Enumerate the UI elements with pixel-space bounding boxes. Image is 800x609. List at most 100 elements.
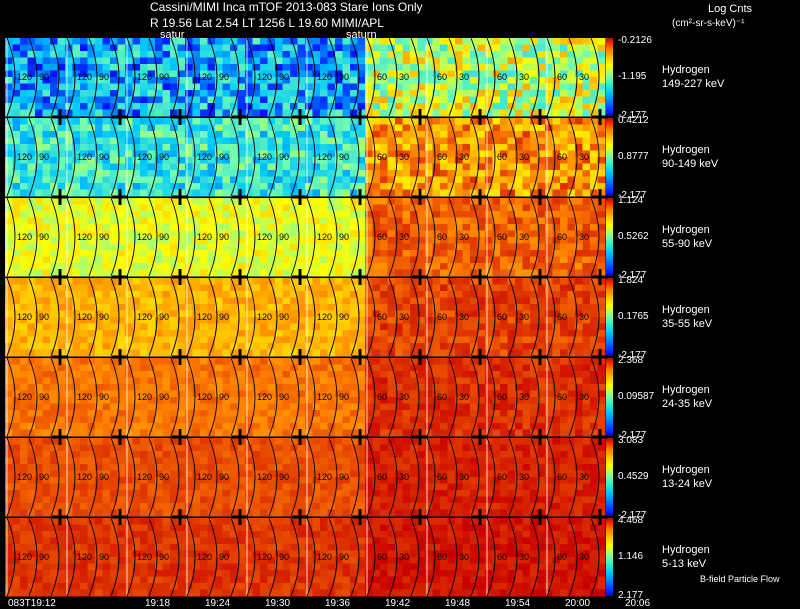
contour-label: 30: [579, 552, 589, 562]
contour-label: 120: [257, 152, 272, 162]
contour-label: 60: [497, 312, 507, 322]
contour-label: 90: [279, 552, 289, 562]
boundary-marker: [472, 349, 488, 365]
spectrogram-panel: 120 90 120 90 120 90 120 90 120 90 120 90 60 30 60 30 60…: [5, 197, 613, 277]
colorbar-mid-label: 0.8777: [618, 151, 649, 162]
contour-label: 120: [197, 472, 212, 482]
colorbar-mid-label: -1.195: [618, 71, 647, 82]
boundary-marker: [52, 109, 68, 125]
contour-label: 90: [99, 472, 109, 482]
contour-label: 90: [99, 392, 109, 402]
contour-label: 60: [377, 392, 387, 402]
contour-label: 60: [497, 392, 507, 402]
contour-label: 90: [39, 152, 49, 162]
boundary-marker: [172, 349, 188, 365]
colorbar: [606, 118, 613, 196]
boundary-marker: [112, 269, 128, 285]
contour-label: 30: [579, 472, 589, 482]
contour-label: 30: [459, 472, 469, 482]
contour-label: 120: [77, 152, 92, 162]
colorbar-min-label: -2.177: [618, 510, 647, 521]
colorbar-mid-label: 0.09587: [618, 391, 655, 402]
contour-label: 30: [399, 72, 409, 82]
contour-label: 90: [279, 472, 289, 482]
boundary-marker: [292, 189, 308, 205]
contour-label: 120: [197, 152, 212, 162]
colorbar-max-label: -0.2126: [618, 35, 652, 46]
contour-label: 90: [159, 552, 169, 562]
contour-label: 120: [17, 472, 32, 482]
contour-label: 60: [377, 312, 387, 322]
contour-label: 90: [219, 72, 229, 82]
boundary-marker: [112, 349, 128, 365]
species-label: Hydrogen: [662, 224, 710, 236]
contour-label: 90: [219, 232, 229, 242]
contour-label: 90: [219, 392, 229, 402]
contour-label: 90: [339, 232, 349, 242]
contour-label: 90: [39, 72, 49, 82]
time-tick-label: 083T19:12: [8, 598, 56, 609]
contour-label: 120: [257, 312, 272, 322]
boundary-marker: [352, 429, 368, 445]
contour-label: 120: [257, 72, 272, 82]
energy-range-label: 24-35 keV: [662, 398, 713, 410]
species-label: Hydrogen: [662, 144, 710, 156]
boundary-marker: [412, 429, 428, 445]
colorbar-max-label: 4.468: [618, 515, 644, 526]
colorbar-max-label: 2.368: [618, 355, 644, 366]
contour-label: 120: [17, 152, 32, 162]
boundary-marker: [112, 509, 128, 525]
contour-label: 90: [159, 392, 169, 402]
species-label: Hydrogen: [662, 304, 710, 316]
contour-label: 60: [497, 72, 507, 82]
contour-label: 120: [317, 472, 332, 482]
contour-label: 60: [437, 152, 447, 162]
contour-label: 120: [257, 472, 272, 482]
contour-label: 60: [377, 72, 387, 82]
contour-label: 60: [437, 72, 447, 82]
contour-label: 30: [519, 552, 529, 562]
boundary-marker: [52, 189, 68, 205]
colorbar-min-label: 2.177: [618, 590, 644, 601]
colorbar-mid-label: 0.5262: [618, 231, 649, 242]
colorbar-mid-label: 0.1765: [618, 311, 649, 322]
spectrogram-panel: 120 90 120 90 120 90 120 90 120 90 120 90 60 30 60 30 60…: [5, 437, 613, 517]
colorbar: [606, 198, 613, 276]
boundary-marker: [592, 269, 608, 285]
boundary-marker: [112, 429, 128, 445]
boundary-marker: [532, 109, 548, 125]
contour-label: 120: [77, 72, 92, 82]
boundary-marker: [412, 509, 428, 525]
contour-label: 30: [519, 72, 529, 82]
species-label: Hydrogen: [662, 464, 710, 476]
colorbar: [606, 438, 613, 516]
contour-label: 120: [77, 472, 92, 482]
contour-label: 90: [279, 232, 289, 242]
contour-label: 60: [557, 392, 567, 402]
contour-label: 30: [519, 232, 529, 242]
spectrogram-panel: 120 90 120 90 120 90 120 90 120 90 120 90 60 30 60 30 60…: [5, 277, 613, 357]
contour-label: 90: [339, 472, 349, 482]
time-tick-label: 19:30: [265, 598, 291, 609]
contour-label: 120: [77, 552, 92, 562]
colorbar-max-label: 1.824: [618, 275, 644, 286]
contour-label: 120: [137, 312, 152, 322]
contour-label: 60: [377, 232, 387, 242]
time-tick-label: 20:00: [565, 598, 591, 609]
energy-range-label: 35-55 keV: [662, 318, 713, 330]
boundary-marker: [532, 429, 548, 445]
contour-label: 90: [279, 152, 289, 162]
contour-label: 90: [219, 472, 229, 482]
colorbar-min-label: -2.177: [618, 190, 647, 201]
contour-label: 90: [219, 312, 229, 322]
contour-label: 90: [219, 152, 229, 162]
contour-label: 120: [137, 392, 152, 402]
contour-label: 120: [17, 552, 32, 562]
contour-label: 60: [557, 552, 567, 562]
ephemeris-line: R 19.56 Lat 2.54 LT 1256 L 19.60 MIMI/AP…: [150, 16, 384, 30]
contour-label: 60: [437, 392, 447, 402]
contour-label: 120: [17, 312, 32, 322]
colorbar: [606, 278, 613, 356]
